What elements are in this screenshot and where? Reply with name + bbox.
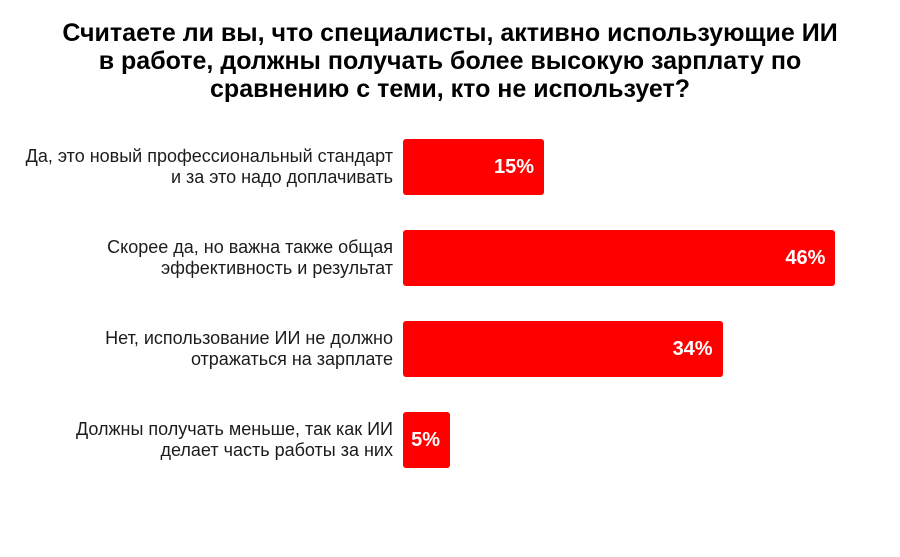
category-label: Нет, использование ИИ не должно отражать… [0, 321, 403, 377]
category-label-line: отражаться на зарплате [190, 349, 393, 369]
bar-row: Да, это новый профессиональный стандарт … [0, 139, 900, 195]
bar: 34% [403, 321, 723, 377]
value-label: 46% [785, 246, 826, 269]
category-label-line: эффективность и результат [160, 258, 393, 278]
value-label: 15% [493, 155, 534, 178]
bar-track: 15% [403, 139, 900, 195]
category-label-line: Да, это новый профессиональный стандарт [25, 146, 393, 166]
bar-track: 34% [403, 321, 900, 377]
value-label: 34% [672, 337, 713, 360]
bar-row: Нет, использование ИИ не должно отражать… [0, 321, 900, 377]
value-label: 5% [411, 428, 440, 451]
bar: 46% [403, 230, 836, 286]
category-label-line: делает часть работы за них [160, 440, 394, 460]
category-label: Должны получать меньше, так как ИИ делае… [0, 412, 403, 468]
chart-title-line: сравнению с теми, кто не использует? [210, 75, 690, 103]
chart-title-line: в работе, должны получать более высокую … [98, 47, 802, 75]
bar: 5% [403, 412, 450, 468]
chart-title: Считаете ли вы, что специалисты, активно… [0, 19, 900, 103]
chart-title-line: Считаете ли вы, что специалисты, активно… [62, 19, 838, 47]
category-label-line: Скорее да, но важна также общая [107, 237, 393, 257]
bar-track: 46% [403, 230, 900, 286]
bar-row: Должны получать меньше, так как ИИ делае… [0, 412, 900, 468]
category-label-line: Нет, использование ИИ не должно [105, 328, 393, 348]
category-label-line: Должны получать меньше, так как ИИ [75, 419, 393, 439]
category-label-line: и за это надо доплачивать [170, 167, 393, 187]
bar-row: Скорее да, но важна также общая эффектив… [0, 230, 900, 286]
bar-chart: Да, это новый профессиональный стандарт … [0, 139, 900, 468]
category-label: Да, это новый профессиональный стандарт … [0, 139, 403, 195]
category-label: Скорее да, но важна также общая эффектив… [0, 230, 403, 286]
bar: 15% [403, 139, 544, 195]
bar-track: 5% [403, 412, 900, 468]
